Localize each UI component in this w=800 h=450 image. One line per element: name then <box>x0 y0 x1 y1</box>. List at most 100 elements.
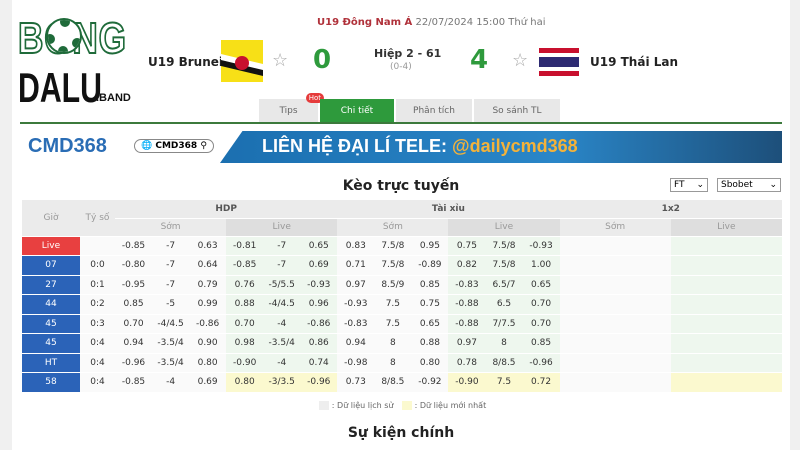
odds-cell: 0.94 <box>337 333 375 354</box>
odds-cell: -7 <box>152 236 190 256</box>
col-hdp-early: Sớm <box>115 218 227 237</box>
odds-cell: -0.83 <box>448 275 486 295</box>
league-name[interactable]: U19 Đông Nam Á <box>317 17 413 28</box>
period-value: FT <box>674 180 685 190</box>
period-select[interactable]: FT ⌄ <box>670 178 708 192</box>
odds-cell: 0.95 <box>411 236 449 256</box>
time-cell[interactable]: 45 <box>22 333 80 354</box>
x12-live-cell <box>707 353 745 373</box>
legend-history: : Dữ liệu lịch sử <box>331 401 394 410</box>
tab-tips[interactable]: Tips Hot <box>259 93 324 123</box>
odds-cell: -0.98 <box>337 353 375 373</box>
odds-cell: -5/5.5 <box>263 275 301 295</box>
x12-live-cell <box>670 236 708 256</box>
odds-cell: 7.5/8 <box>485 255 523 276</box>
odds-cell: 7.5 <box>374 314 412 334</box>
odds-cell: -0.96 <box>300 372 338 393</box>
odds-row: 45 0:3 0.70 -4/4.5 -0.86 0.70 -4 -0.86 -0.83 7.5 0… <box>22 314 782 334</box>
ad-banner[interactable]: CMD368 🌐 CMD368 ⚲ LIÊN HỆ ĐẠI LÍ TELE: @… <box>22 131 782 163</box>
x12-early-cell <box>559 314 597 334</box>
x12-live-cell <box>744 314 782 334</box>
odds-cell: -3.5/4 <box>152 353 190 373</box>
x12-early-cell <box>633 255 671 276</box>
odds-row: 27 0:1 -0.95 -7 0.79 0.76 -5/5.5 -0.93 0.97 8.5/9… <box>22 275 782 295</box>
x12-early-cell <box>596 314 634 334</box>
time-cell[interactable]: 45 <box>22 314 80 334</box>
tab-compare[interactable]: So sánh TL <box>474 99 560 123</box>
odds-cell: 0.85 <box>522 333 560 354</box>
odds-cell: 0.69 <box>300 255 338 276</box>
odds-rows: Live -0.85 -7 0.63 -0.81 -7 0.65 0.83 7.5/8 0.95 0… <box>22 236 782 393</box>
odds-cell: 7.5/8 <box>374 236 412 256</box>
home-team[interactable]: U19 Brunei <box>148 55 224 69</box>
site-logo[interactable]: BONG DALU .BAND <box>17 13 148 114</box>
odds-cell: -0.81 <box>226 236 264 256</box>
time-cell[interactable]: 07 <box>22 255 80 276</box>
odds-cell: -4/4.5 <box>152 314 190 334</box>
score-cell: 0:2 <box>80 294 115 315</box>
odds-cell: -0.86 <box>300 314 338 334</box>
x12-early-cell <box>633 333 671 354</box>
time-cell[interactable]: 44 <box>22 294 80 315</box>
odds-row: HT 0:4 -0.96 -3.5/4 0.80 -0.90 -4 0.74 -0.98 8 0.8… <box>22 353 782 373</box>
x12-live-cell <box>707 314 745 334</box>
odds-cell: 8/8.5 <box>485 353 523 373</box>
thailand-flag-icon <box>539 48 579 76</box>
away-team[interactable]: U19 Thái Lan <box>590 55 679 69</box>
odds-cell: 7/7.5 <box>485 314 523 334</box>
time-cell[interactable]: 27 <box>22 275 80 295</box>
x12-early-cell <box>633 275 671 295</box>
time-cell[interactable]: 58 <box>22 372 80 393</box>
brunei-flag-icon <box>221 40 263 82</box>
home-favorite-star-icon[interactable]: ☆ <box>272 50 289 71</box>
x12-live-cell <box>707 294 745 315</box>
logo-text-2: DALU <box>18 64 102 111</box>
odds-cell: -3.5/4 <box>263 333 301 354</box>
away-score: 4 <box>470 45 489 75</box>
tab-label: So sánh TL <box>492 106 542 116</box>
odds-cell: 8/8.5 <box>374 372 412 393</box>
x12-live-cell <box>670 275 708 295</box>
banner-search-text: CMD368 <box>155 141 198 151</box>
banner-brand: CMD368 <box>28 135 107 157</box>
match-status: Hiệp 2 - 61 <box>374 47 442 60</box>
odds-cell: 0.65 <box>300 236 338 256</box>
x12-early-cell <box>596 353 634 373</box>
x12-early-cell <box>559 294 597 315</box>
odds-cell: 6.5/7 <box>485 275 523 295</box>
score-cell: 0:4 <box>80 372 115 393</box>
odds-cell: -0.86 <box>189 314 227 334</box>
col-1x2-live: Live <box>670 218 782 237</box>
odds-cell: -5 <box>152 294 190 315</box>
banner-search: 🌐 CMD368 ⚲ <box>134 139 214 153</box>
bookmaker-select[interactable]: Sbobet ⌄ <box>717 178 781 192</box>
x12-live-cell <box>707 236 745 256</box>
banner-handle: @dailycmd368 <box>452 136 578 156</box>
col-time: Giờ <box>22 200 80 237</box>
odds-cell: 0.70 <box>522 314 560 334</box>
odds-cell: 7.5/8 <box>485 236 523 256</box>
x12-early-cell <box>559 372 597 393</box>
odds-cell: 0.70 <box>115 314 153 334</box>
odds-cell: 0.80 <box>189 353 227 373</box>
legend-latest: : Dữ liệu mới nhất <box>414 401 487 410</box>
league-info: U19 Đông Nam Á 22/07/2024 15:00 Thứ hai <box>317 17 546 28</box>
tab-details[interactable]: Chi tiết <box>320 99 394 123</box>
time-cell[interactable]: Live <box>22 236 80 256</box>
away-favorite-star-icon[interactable]: ☆ <box>512 50 529 71</box>
odds-cell: 0.72 <box>522 372 560 393</box>
odds-row: 44 0:2 0.85 -5 0.99 0.88 -4/4.5 0.96 -0.93 7.5 0.7… <box>22 294 782 315</box>
time-cell[interactable]: HT <box>22 353 80 373</box>
odds-cell: 0.69 <box>189 372 227 393</box>
search-icon: ⚲ <box>200 141 207 151</box>
tab-analysis[interactable]: Phân tích <box>396 99 472 123</box>
odds-cell: -0.92 <box>411 372 449 393</box>
tab-label: Tips <box>279 106 298 116</box>
odds-cell: -7 <box>152 275 190 295</box>
x12-early-cell <box>596 372 634 393</box>
odds-cell: -0.88 <box>448 294 486 315</box>
odds-cell: -7 <box>263 255 301 276</box>
x12-early-cell <box>559 353 597 373</box>
x12-live-cell <box>670 333 708 354</box>
col-ou: Tài xỉu <box>337 200 560 219</box>
